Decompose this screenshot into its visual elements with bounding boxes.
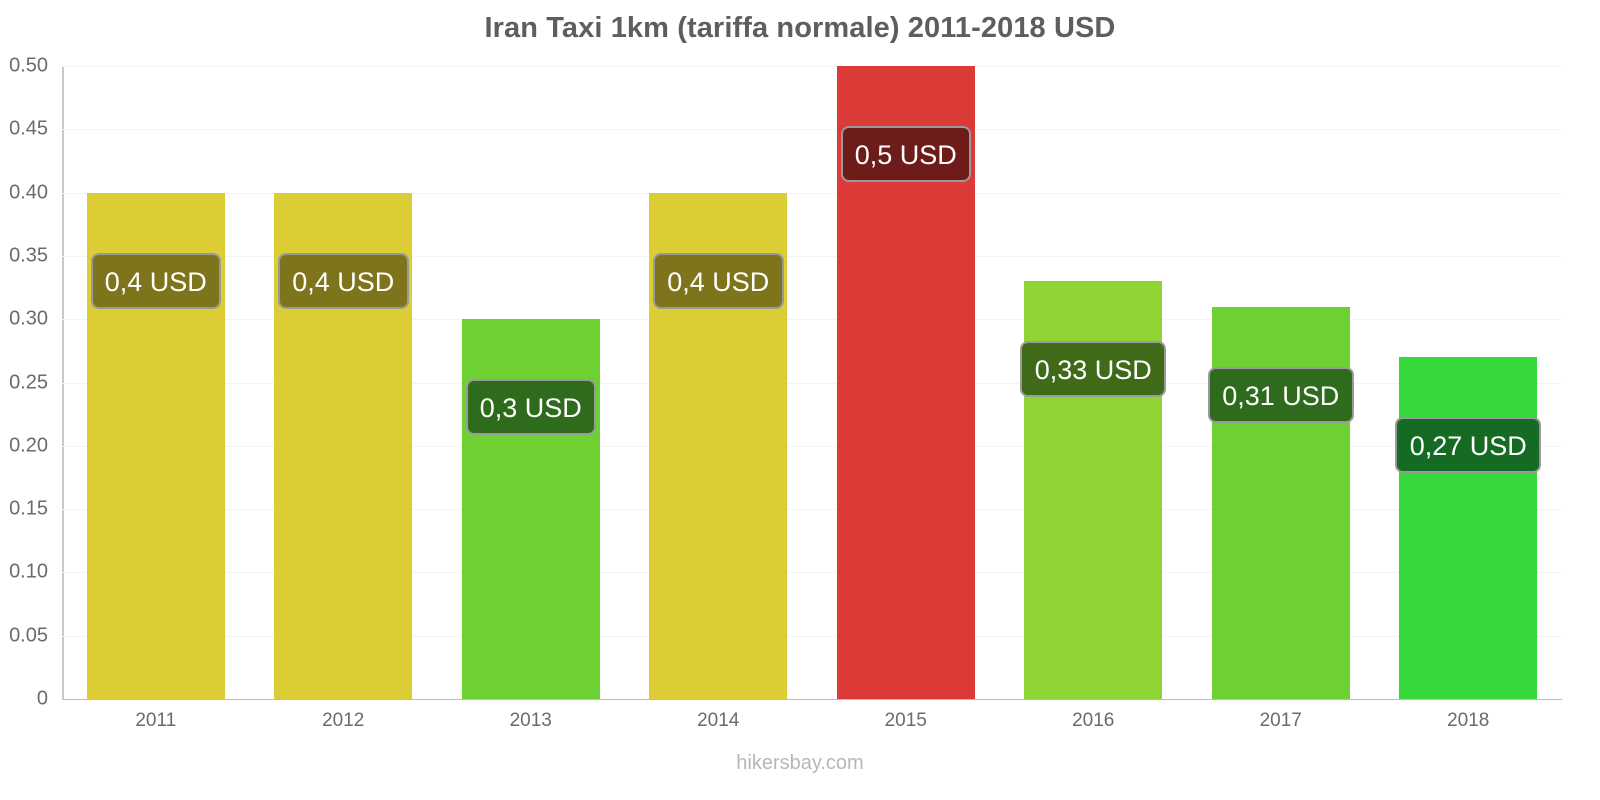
- y-axis-tick-label: 0.45: [9, 117, 48, 140]
- gridline: [62, 509, 1562, 511]
- x-axis-tick-label-2016: 2016: [1072, 710, 1115, 731]
- gridline: [62, 635, 1562, 637]
- x-axis-tick-label-2013: 2013: [509, 710, 552, 731]
- bar-2018[interactable]: [1399, 357, 1538, 699]
- value-label-2015: 0,5 USD: [842, 128, 969, 180]
- gridlines: [62, 66, 1562, 700]
- value-label-2014: 0,4 USD: [655, 254, 782, 307]
- x-axis-tick-label-2015: 2015: [884, 710, 927, 731]
- gridline: [62, 445, 1562, 447]
- y-axis-tick-label: 0.10: [9, 560, 48, 583]
- y-axis-tick-label: 0: [36, 687, 48, 710]
- gridline: [62, 66, 1562, 67]
- gridline: [62, 129, 1562, 131]
- y-axis-tick-label: 0.05: [9, 624, 48, 647]
- gridline: [62, 572, 1562, 574]
- bar-2013[interactable]: [461, 319, 600, 699]
- gridline: [62, 699, 1562, 700]
- y-axis-tick-label: 0.40: [9, 181, 48, 204]
- bar-2017[interactable]: [1211, 306, 1350, 699]
- value-label-2018: 0,27 USD: [1397, 419, 1540, 472]
- y-axis-tick-label: 0.35: [9, 244, 48, 267]
- x-axis-tick-label-2011: 2011: [135, 710, 177, 731]
- gridline: [62, 192, 1562, 194]
- footer-credit: hikersbay.com: [736, 752, 864, 774]
- x-axis-tick-label-2012: 2012: [322, 710, 365, 731]
- gridline: [62, 319, 1562, 321]
- x-axis-tick-label-2014: 2014: [697, 710, 740, 731]
- y-axis-tick-label: 0.25: [9, 371, 48, 393]
- y-axis-tick-label: 0.50: [9, 54, 48, 77]
- value-label-2016: 0,33 USD: [1022, 343, 1165, 396]
- x-axis-tick-label-2018: 2018: [1447, 710, 1490, 731]
- value-label-2017: 0,31 USD: [1209, 368, 1352, 421]
- value-label-2012: 0,4 USD: [280, 254, 407, 307]
- gridline: [62, 382, 1562, 384]
- x-axis-tick-label-2017: 2017: [1259, 710, 1302, 731]
- y-axis-tick-label: 0.15: [9, 497, 48, 520]
- value-label-2011: 0,4 USD: [92, 254, 219, 307]
- y-axis-tick-label: 0.20: [9, 434, 48, 457]
- y-axis-tick-label: 0.30: [9, 307, 48, 330]
- value-label-2013: 0,3 USD: [467, 381, 594, 434]
- chart-title: Iran Taxi 1km (tariffa normale) 2011-201…: [484, 12, 1116, 44]
- gridline: [62, 255, 1562, 257]
